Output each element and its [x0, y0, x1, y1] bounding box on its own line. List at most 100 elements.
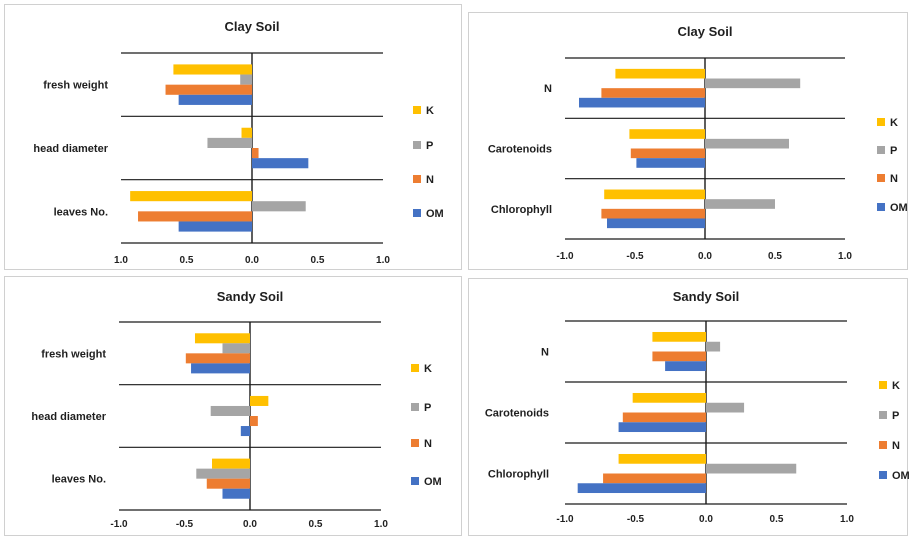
bar-p-chlorophyll: [706, 463, 797, 474]
bar-k-leaves-no: [212, 458, 250, 469]
bar-k-carotenoids: [629, 129, 705, 139]
bar-om-leaves-no: [222, 488, 250, 499]
x-tick-label: 0.0: [245, 255, 259, 266]
bar-k-chlorophyll: [618, 453, 706, 464]
x-tick-label: 1.0: [376, 255, 390, 266]
legend-swatch-om: [411, 477, 419, 485]
legend-label-k: K: [426, 105, 434, 117]
x-tick-label: 0.5: [768, 251, 782, 262]
bar-om-fresh-weight: [191, 363, 250, 374]
bar-om-chlorophyll: [607, 218, 705, 229]
bar-p-n: [706, 341, 721, 352]
x-tick-label: 0.5: [309, 519, 323, 530]
bar-k-n: [615, 68, 705, 79]
bar-om-head-diameter: [252, 158, 309, 169]
legend-swatch-k: [411, 364, 419, 372]
bar-om-chlorophyll: [577, 483, 706, 494]
chart-clay-pigments: Clay Soil N Carotenoids Chlorophyll -1.0 -0.5…: [488, 24, 908, 262]
bar-p-carotenoids: [705, 138, 789, 149]
legend-swatch-n: [413, 175, 421, 183]
category-label-n: N: [541, 347, 549, 359]
chart-panel-sandy-growth: Sandy Soil fresh weight head diameter leave…: [4, 276, 462, 536]
legend-label-n: N: [890, 173, 898, 185]
bar-n-chlorophyll: [603, 473, 706, 484]
legend-label-om: OM: [426, 208, 444, 220]
bar-n-carotenoids: [622, 412, 706, 423]
legend-swatch-k: [877, 118, 885, 126]
chart-sandy-growth: Sandy Soil fresh weight head diameter leave…: [31, 289, 442, 530]
chart-panel-clay-growth: Clay Soil fresh weight head diameter leaves…: [4, 4, 462, 270]
bar-p-fresh-weight: [240, 74, 252, 85]
category-label-fresh-weight: fresh weight: [43, 80, 108, 92]
bar-p-head-diameter: [207, 137, 252, 148]
category-label-fresh-weight: fresh weight: [41, 348, 106, 360]
legend-swatch-k: [413, 106, 421, 114]
bar-p-n: [705, 78, 801, 89]
bar-n-n: [601, 88, 705, 98]
bar-p-fresh-weight: [222, 343, 250, 354]
x-tick-label: 1.0: [838, 251, 852, 262]
bar-n-fresh-weight: [185, 353, 250, 364]
bar-om-carotenoids: [618, 422, 706, 433]
legend-swatch-n: [879, 441, 887, 449]
bar-n-head-diameter: [252, 148, 259, 159]
legend-label-om: OM: [892, 470, 910, 482]
bar-om-n: [579, 97, 705, 108]
bar-p-leaves-no: [252, 201, 306, 212]
category-label-chlorophyll: Chlorophyll: [491, 204, 552, 216]
x-tick-label: 0.5: [770, 514, 784, 525]
x-tick-label: -1.0: [556, 251, 574, 262]
category-label-carotenoids: Carotenoids: [488, 144, 552, 156]
bar-om-fresh-weight: [178, 94, 252, 105]
legend-swatch-p: [877, 146, 885, 154]
legend-label-p: P: [424, 402, 431, 414]
legend-label-om: OM: [424, 476, 442, 488]
x-tick-label: 0.0: [698, 251, 712, 262]
x-tick-label: -1.0: [556, 514, 574, 525]
x-tick-label: 0.5: [311, 255, 325, 266]
bar-om-carotenoids: [636, 158, 705, 168]
bar-n-carotenoids: [630, 148, 705, 159]
bar-om-n: [665, 361, 706, 372]
chart-clay-growth: Clay Soil fresh weight head diameter leaves…: [33, 19, 444, 266]
legend-label-k: K: [424, 363, 432, 375]
bar-om-head-diameter: [240, 426, 250, 437]
bar-k-head-diameter: [250, 395, 269, 406]
bar-k-head-diameter: [241, 127, 252, 138]
legend-swatch-om: [879, 471, 887, 479]
bar-k-leaves-no: [130, 191, 252, 202]
x-tick-label: 1.0: [374, 519, 388, 530]
bar-n-leaves-no: [138, 211, 252, 222]
legend-swatch-n: [877, 174, 885, 182]
category-label-chlorophyll: Chlorophyll: [488, 469, 549, 481]
category-label-leaves-no: leaves No.: [52, 474, 106, 486]
chart-title: Sandy Soil: [217, 289, 283, 304]
x-tick-label: 0.0: [699, 514, 713, 525]
x-tick-label: 0.5: [180, 255, 194, 266]
x-tick-label: -0.5: [627, 514, 645, 525]
category-label-carotenoids: Carotenoids: [485, 408, 549, 420]
bar-k-n: [652, 331, 706, 342]
bar-n-head-diameter: [250, 416, 258, 427]
legend-label-k: K: [890, 117, 898, 129]
bar-k-fresh-weight: [194, 333, 250, 344]
legend-label-n: N: [426, 174, 434, 186]
chart-panel-clay-pigments: Clay Soil N Carotenoids Chlorophyll -1.0 -0.5…: [468, 12, 908, 270]
legend-swatch-k: [879, 381, 887, 389]
x-tick-label: -0.5: [176, 519, 194, 530]
legend-swatch-n: [411, 439, 419, 447]
category-label-head-diameter: head diameter: [31, 411, 106, 423]
chart-sandy-pigments: Sandy Soil N Carotenoids Chlorophyll -1.0 -0.…: [485, 289, 910, 525]
legend-label-p: P: [890, 145, 897, 157]
legend-swatch-p: [411, 403, 419, 411]
bar-p-head-diameter: [210, 405, 250, 416]
bar-om-leaves-no: [178, 221, 252, 232]
category-label-leaves-no: leaves No.: [54, 206, 108, 218]
bar-n-chlorophyll: [601, 208, 705, 219]
bar-n-leaves-no: [206, 478, 250, 489]
bar-n-fresh-weight: [165, 84, 252, 95]
chart-title: Clay Soil: [225, 19, 280, 34]
legend-label-p: P: [892, 410, 899, 422]
chart-panel-sandy-pigments: Sandy Soil N Carotenoids Chlorophyll -1.0 -0.…: [468, 278, 910, 536]
legend-swatch-p: [413, 141, 421, 149]
